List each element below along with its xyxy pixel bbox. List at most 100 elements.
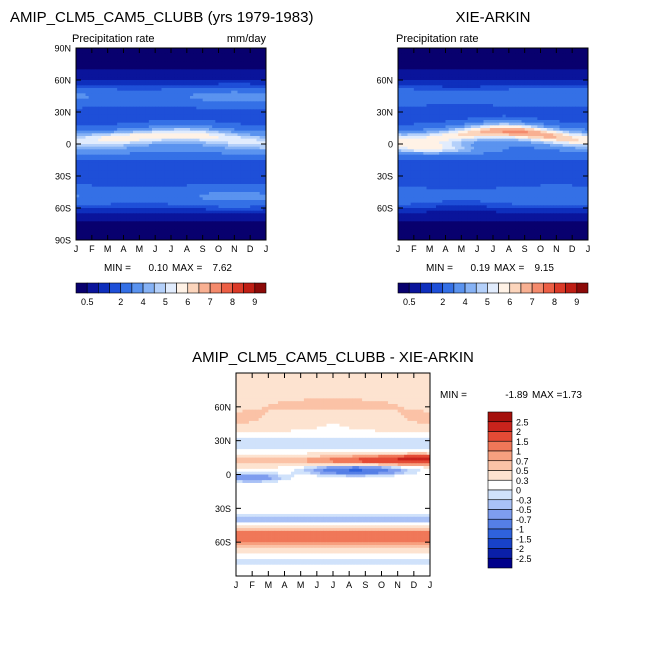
panel-model-cell xyxy=(142,181,147,185)
panel-model-cell xyxy=(120,162,124,166)
panel-model-cell xyxy=(231,192,235,196)
panel-model-cell xyxy=(110,173,115,177)
panel-model-cell xyxy=(237,181,242,185)
panel-model-cell xyxy=(161,96,166,100)
panel-model-cell xyxy=(256,178,261,182)
panel-model-cell xyxy=(243,184,248,188)
panel-model-cell xyxy=(88,138,93,142)
panel-model-cell xyxy=(190,229,194,233)
panel-model-cell xyxy=(177,218,181,222)
panel-obs-cell xyxy=(565,50,570,54)
panel-model-cell xyxy=(107,50,112,54)
panel-model-cell xyxy=(95,157,99,161)
panel-model-cell xyxy=(152,53,156,57)
panel-model-cell xyxy=(221,112,226,116)
panel-obs-cell xyxy=(413,72,418,76)
panel-obs-cell xyxy=(436,64,440,68)
panel-model-cell xyxy=(180,160,185,164)
panel-model-cell xyxy=(171,186,175,190)
panel-model-cell xyxy=(158,221,162,225)
panel-model-cell xyxy=(171,208,175,212)
panel-model-cell xyxy=(110,61,115,65)
panel-model-cell xyxy=(262,149,267,153)
panel-model-cell xyxy=(136,189,140,193)
panel-model-cell xyxy=(114,66,118,70)
panel-model-cell xyxy=(126,216,131,220)
panel-model-cell xyxy=(79,58,83,62)
panel-model-cell xyxy=(234,53,238,57)
panel-model-cell xyxy=(237,197,242,201)
panel-model-cell xyxy=(155,178,159,182)
panel-model-cell xyxy=(215,138,219,142)
panel-model-cell xyxy=(120,154,124,158)
panel-model-cell xyxy=(104,72,109,76)
panel-model-cell xyxy=(231,133,235,137)
panel-model-cell xyxy=(98,200,102,204)
panel-model-cell xyxy=(247,154,251,158)
panel-model-cell xyxy=(117,88,121,92)
panel-model-cell xyxy=(259,82,264,86)
panel-model-cell xyxy=(123,80,128,84)
panel-obs-cell xyxy=(489,58,494,62)
panel-model-cell xyxy=(218,213,223,217)
panel-model-cell xyxy=(259,106,264,110)
panel-model-cell xyxy=(133,149,137,153)
panel-model-cell xyxy=(209,181,213,185)
panel-model-cell xyxy=(88,69,93,73)
panel-model-cell xyxy=(148,149,153,153)
panel-model-cell xyxy=(253,69,257,73)
panel-obs-cell xyxy=(521,53,526,57)
panel-model-cell xyxy=(262,61,267,65)
panel-obs-cell xyxy=(442,69,446,73)
panel-model-cell xyxy=(79,120,83,124)
panel-model-cell xyxy=(145,181,150,185)
panel-model-cell xyxy=(167,90,172,94)
panel-model-cell xyxy=(82,120,86,124)
panel-model-cell xyxy=(167,69,172,73)
panel-model-cell xyxy=(262,210,267,214)
panel-model-cell xyxy=(190,184,194,188)
panel-model-cell xyxy=(243,74,248,78)
panel-obs-cell xyxy=(448,64,453,68)
panel-model-cell xyxy=(107,74,112,78)
panel-model-cell xyxy=(167,48,172,52)
panel-model-cell xyxy=(129,224,134,228)
panel-model-cell xyxy=(221,232,226,236)
panel-model-cell xyxy=(190,130,194,134)
panel-model-cell xyxy=(114,117,118,121)
panel-model-cell xyxy=(167,136,172,140)
panel-model-cell xyxy=(240,133,245,137)
panel-obs-cell xyxy=(543,50,548,54)
panel-model-cell xyxy=(247,213,251,217)
panel-model-cell xyxy=(196,138,200,142)
panel-obs-cell xyxy=(423,48,427,52)
panel-model-cell xyxy=(215,58,219,62)
panel-model-cell xyxy=(174,96,178,100)
panel-model-cell xyxy=(228,154,232,158)
panel-model-cell xyxy=(145,125,150,129)
panel-model-cell xyxy=(82,125,86,129)
panel-model-cell xyxy=(171,149,175,153)
panel-model-cell xyxy=(231,197,235,201)
panel-model-cell xyxy=(167,109,172,113)
panel-obs-cell xyxy=(493,53,497,57)
panel-model-cell xyxy=(164,96,169,100)
colorbar-label: 8 xyxy=(230,297,235,307)
panel-model-cell xyxy=(221,152,226,156)
panel-model-cell xyxy=(101,128,105,132)
panel-model-cell xyxy=(215,74,219,78)
panel-model-cell xyxy=(247,146,251,150)
panel-model-cell xyxy=(243,80,248,84)
panel-model-cell xyxy=(101,104,105,108)
colorbar-swatch xyxy=(75,282,88,294)
panel-model-cell xyxy=(88,205,93,209)
panel-obs-cell xyxy=(584,58,589,62)
panel-model-cell xyxy=(76,216,80,220)
panel-model-cell xyxy=(114,56,118,60)
panel-model-cell xyxy=(243,194,248,198)
panel-model-cell xyxy=(231,160,235,164)
panel-model-cell xyxy=(234,149,238,153)
panel-model-cell xyxy=(98,168,102,172)
panel-model-cell xyxy=(167,173,172,177)
panel-model-cell xyxy=(237,80,242,84)
